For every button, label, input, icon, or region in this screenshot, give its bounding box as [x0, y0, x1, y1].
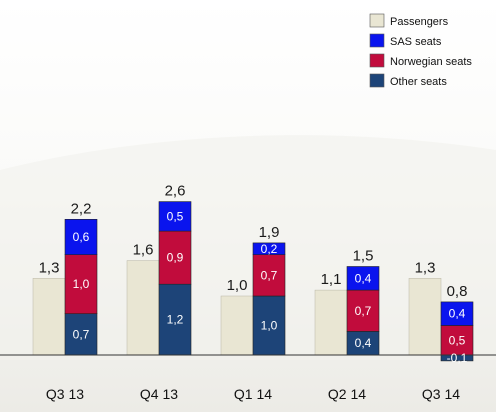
- legend-swatch-sas-seats: [369, 33, 385, 48]
- value-label-sas-seats-q3-14: 0,4: [449, 307, 466, 321]
- bar-other-seats-q1-14: [252, 295, 286, 356]
- value-label-other-seats-q3-13: 0,7: [73, 327, 90, 341]
- bar-passengers-q2-14: [314, 289, 348, 356]
- value-label-passengers-q3-13: 1,3: [39, 259, 60, 276]
- value-label-seat-total-q4-13: 2,6: [165, 183, 186, 200]
- bar-sas-seats-q3-13: [64, 219, 98, 256]
- legend-swatch-norwegian-seats: [369, 53, 385, 68]
- legend-label-norwegian-seats: Norwegian seats: [390, 56, 472, 68]
- value-label-other-seats-q3-14: -0,1: [447, 351, 468, 365]
- category-label-q1-14: Q1 14: [234, 386, 272, 402]
- value-label-sas-seats-q1-14: 0,2: [261, 242, 278, 256]
- value-label-seat-total-q2-14: 1,5: [353, 248, 374, 265]
- category-label-q2-14: Q2 14: [328, 386, 366, 402]
- value-label-passengers-q3-14: 1,3: [415, 259, 436, 276]
- value-label-passengers-q4-13: 1,6: [133, 242, 154, 259]
- value-label-sas-seats-q3-13: 0,6: [73, 230, 90, 244]
- labels-layer: 1,3 0,7 1,0 0,6 2,2 Q3 13 1,6 1,2 0,9 0,5 2,6 Q4 13…: [39, 183, 468, 402]
- legend-label-passengers: Passengers: [390, 16, 449, 28]
- bar-passengers-q3-14: [408, 278, 442, 356]
- value-label-norwegian-seats-q4-13: 0,9: [167, 251, 184, 265]
- bar-sas-seats-q3-14: [440, 301, 474, 326]
- bar-passengers-q3-13: [32, 278, 66, 356]
- value-label-passengers-q2-14: 1,1: [321, 271, 342, 288]
- value-label-seat-total-q1-14: 1,9: [259, 224, 280, 241]
- bar-norwegian-seats-q1-14: [252, 254, 286, 297]
- legend: Passengers SAS seats Norwegian seats Other …: [369, 13, 472, 88]
- value-label-sas-seats-q4-13: 0,5: [167, 209, 184, 223]
- bar-sas-seats-q4-13: [158, 201, 192, 232]
- value-label-norwegian-seats-q2-14: 0,7: [355, 304, 372, 318]
- category-label-q4-13: Q4 13: [140, 386, 178, 402]
- legend-swatch-passengers: [369, 13, 385, 28]
- category-label-q3-13: Q3 13: [46, 386, 84, 402]
- value-label-sas-seats-q2-14: 0,4: [355, 271, 372, 285]
- legend-swatch-other-seats: [369, 73, 385, 88]
- category-label-q3-14: Q3 14: [422, 386, 460, 402]
- value-label-norwegian-seats-q3-14: 0,5: [449, 333, 466, 347]
- legend-label-sas-seats: SAS seats: [390, 36, 442, 48]
- value-label-other-seats-q4-13: 1,2: [167, 313, 184, 327]
- bar-norwegian-seats-q2-14: [346, 289, 380, 332]
- bars-layer: [32, 201, 474, 362]
- bar-other-seats-q3-13: [64, 313, 98, 356]
- bar-passengers-q4-13: [126, 260, 160, 356]
- legend-label-other-seats: Other seats: [390, 76, 447, 88]
- bar-passengers-q1-14: [220, 295, 254, 356]
- value-label-other-seats-q2-14: 0,4: [355, 336, 372, 350]
- bar-norwegian-seats-q3-14: [440, 325, 474, 356]
- bar-sas-seats-q1-14: [252, 242, 286, 255]
- bar-norwegian-seats-q3-13: [64, 254, 98, 314]
- value-label-norwegian-seats-q3-13: 1,0: [73, 277, 90, 291]
- value-label-seat-total-q3-13: 2,2: [71, 200, 92, 217]
- bar-norwegian-seats-q4-13: [158, 230, 192, 285]
- value-label-passengers-q1-14: 1,0: [227, 277, 248, 294]
- value-label-norwegian-seats-q1-14: 0,7: [261, 268, 278, 282]
- bar-sas-seats-q2-14: [346, 266, 380, 291]
- value-label-other-seats-q1-14: 1,0: [261, 319, 278, 333]
- value-label-seat-total-q3-14: 0,8: [447, 283, 468, 300]
